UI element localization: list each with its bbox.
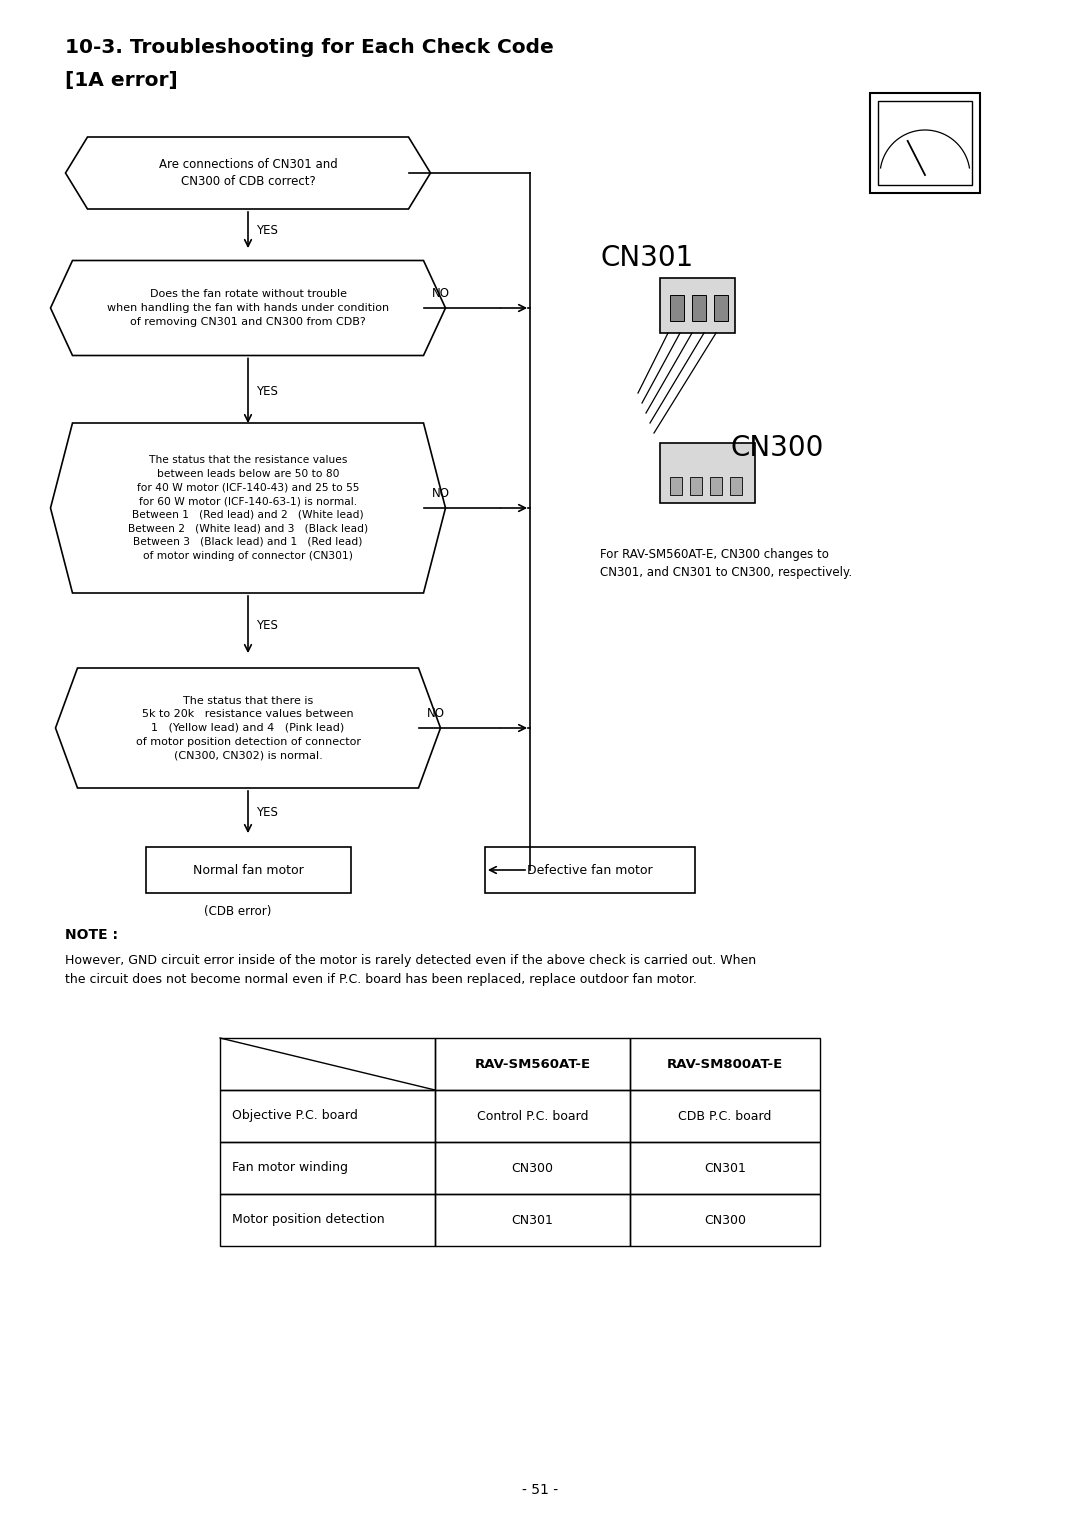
Bar <box>878 101 972 185</box>
Text: The status that there is
5k to 20k   resistance values between
1   (Yellow lead): The status that there is 5k to 20k resis… <box>135 695 361 761</box>
Text: NOTE :: NOTE : <box>65 927 118 941</box>
Text: Normal fan motor: Normal fan motor <box>192 863 303 877</box>
Bar <box>710 477 723 495</box>
Bar <box>670 477 681 495</box>
Text: NO: NO <box>427 707 445 720</box>
Bar <box>435 1089 630 1141</box>
Bar <box>630 1089 820 1141</box>
Text: CDB P.C. board: CDB P.C. board <box>678 1109 772 1123</box>
Bar <box>690 477 702 495</box>
Text: RAV-SM560AT-E: RAV-SM560AT-E <box>474 1057 591 1071</box>
Text: YES: YES <box>256 619 278 633</box>
Bar <box>660 443 755 503</box>
Text: YES: YES <box>256 385 278 399</box>
Bar <box>714 295 728 321</box>
Text: Are connections of CN301 and
CN300 of CDB correct?: Are connections of CN301 and CN300 of CD… <box>159 157 337 188</box>
Bar <box>692 295 706 321</box>
Text: Objective P.C. board: Objective P.C. board <box>232 1109 357 1123</box>
Bar <box>660 278 735 333</box>
Text: (CDB error): (CDB error) <box>204 905 272 918</box>
Text: CN300: CN300 <box>704 1213 746 1227</box>
Text: - 51 -: - 51 - <box>522 1484 558 1497</box>
Text: YES: YES <box>256 225 278 237</box>
Text: Fan motor winding: Fan motor winding <box>232 1161 348 1175</box>
Text: RAV-SM800AT-E: RAV-SM800AT-E <box>666 1057 783 1071</box>
Text: However, GND circuit error inside of the motor is rarely detected even if the ab: However, GND circuit error inside of the… <box>65 953 756 987</box>
Bar <box>435 1141 630 1193</box>
Bar <box>220 1193 435 1245</box>
Bar <box>730 477 742 495</box>
Text: 10-3. Troubleshooting for Each Check Code: 10-3. Troubleshooting for Each Check Cod… <box>65 38 554 57</box>
Bar <box>435 1038 630 1089</box>
Text: CN300: CN300 <box>730 434 823 461</box>
Bar <box>630 1141 820 1193</box>
Bar <box>435 1193 630 1245</box>
Bar <box>870 93 980 193</box>
Bar <box>485 847 696 892</box>
Bar <box>220 1141 435 1193</box>
Text: The status that the resistance values
between leads below are 50 to 80
for 40 W : The status that the resistance values be… <box>127 455 368 561</box>
Text: [1A error]: [1A error] <box>65 70 178 90</box>
Text: NO: NO <box>432 487 449 500</box>
Text: Defective fan motor: Defective fan motor <box>527 863 652 877</box>
Bar <box>670 295 684 321</box>
Text: CN301: CN301 <box>512 1213 553 1227</box>
Text: Does the fan rotate without trouble
when handling the fan with hands under condi: Does the fan rotate without trouble when… <box>107 289 389 327</box>
Text: CN300: CN300 <box>512 1161 554 1175</box>
Text: CN301: CN301 <box>600 244 693 272</box>
Bar <box>220 1089 435 1141</box>
Text: For RAV-SM560AT-E, CN300 changes to
CN301, and CN301 to CN300, respectively.: For RAV-SM560AT-E, CN300 changes to CN30… <box>600 549 852 579</box>
Bar <box>630 1193 820 1245</box>
Bar <box>630 1038 820 1089</box>
Text: YES: YES <box>256 807 278 819</box>
Text: CN301: CN301 <box>704 1161 746 1175</box>
Bar <box>146 847 351 892</box>
Text: Motor position detection: Motor position detection <box>232 1213 384 1227</box>
Text: NO: NO <box>432 287 449 299</box>
Bar <box>220 1038 435 1089</box>
Text: Control P.C. board: Control P.C. board <box>476 1109 589 1123</box>
